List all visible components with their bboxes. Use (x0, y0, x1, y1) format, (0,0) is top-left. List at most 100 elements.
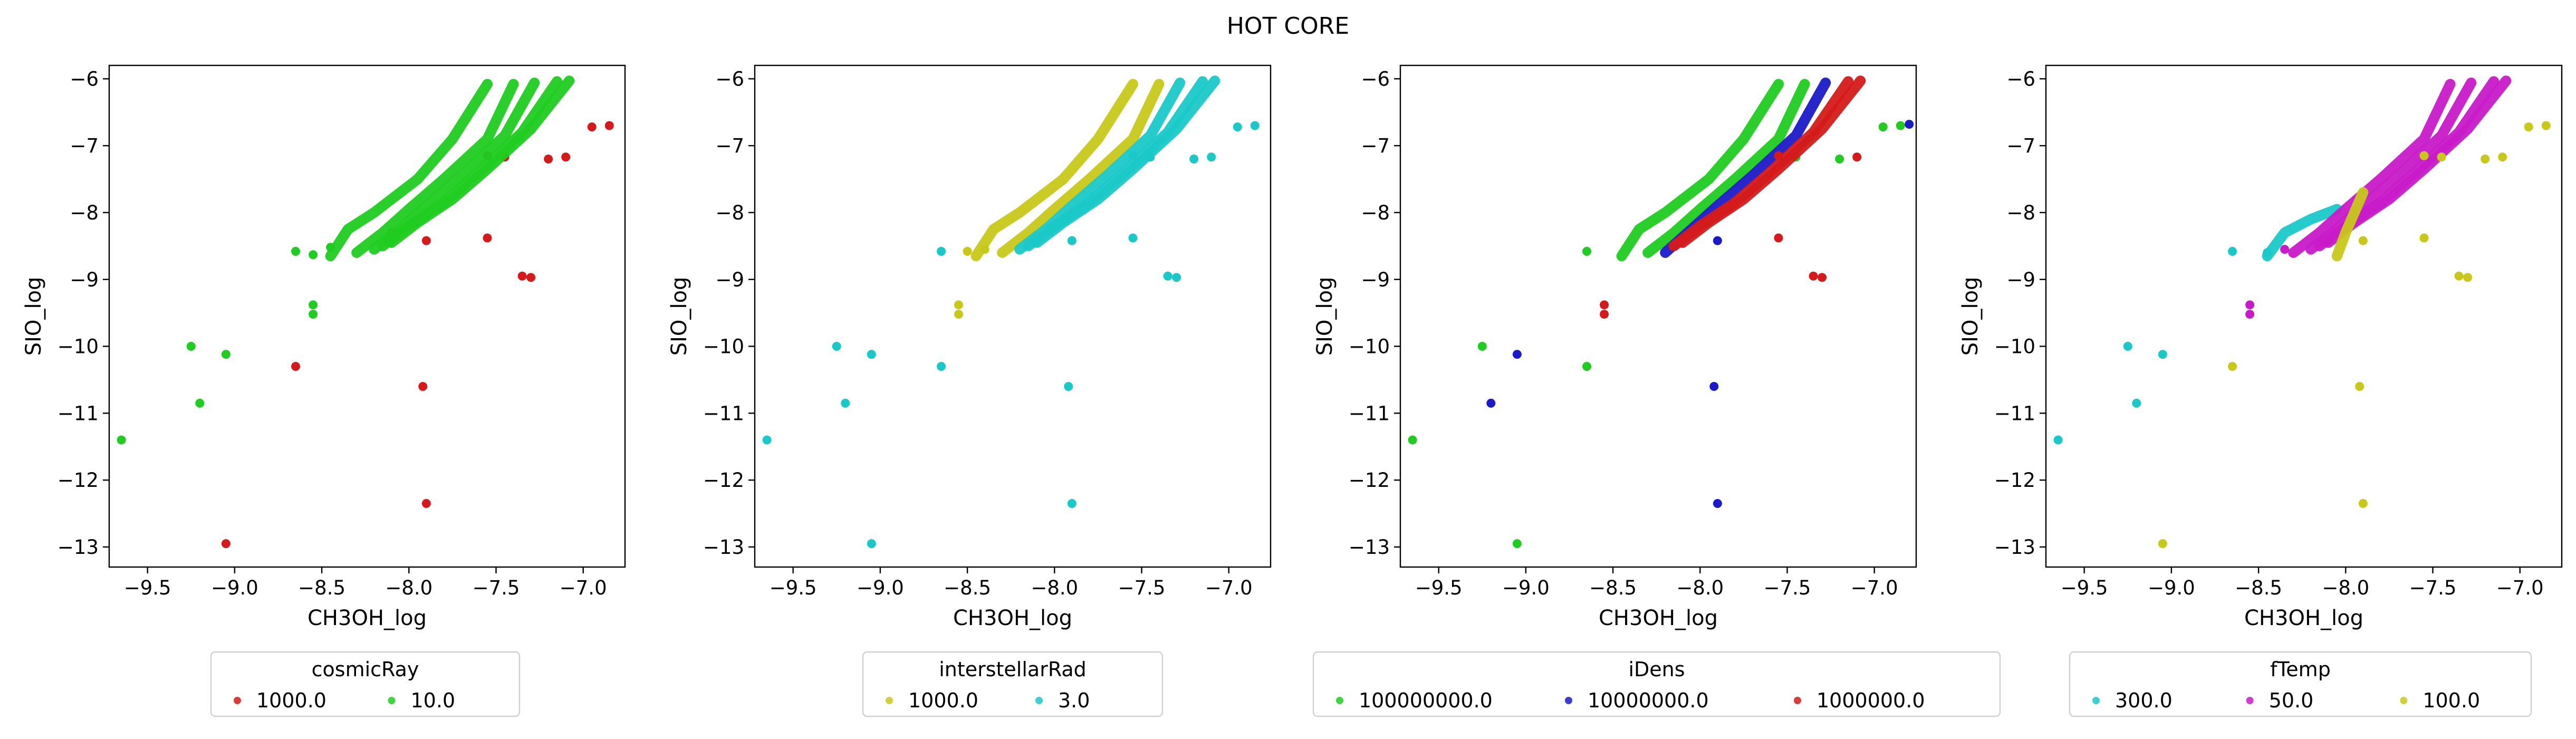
x-tick-label: −9.0 (211, 577, 258, 599)
x-tick-label: −8.0 (1031, 577, 1078, 599)
series-track-0-1 (1642, 79, 1810, 258)
data-point-1-18 (762, 435, 772, 445)
chart-panel: −9.5 −9.0 −8.5 −8.0 −7.5 −7.0 −13 −12 −11 −10 −9 −8… (667, 64, 1272, 717)
legend-entry-label: 1000000.0 (1816, 689, 1925, 712)
axes-frame (108, 64, 626, 568)
data-point-0-0 (2228, 247, 2237, 256)
data-point-2-8 (2419, 233, 2429, 243)
legend-entry-label: 10.0 (411, 689, 456, 712)
x-tick-label: −8.5 (944, 577, 991, 599)
x-tick-label: −7.5 (2409, 577, 2457, 599)
data-point-0-0 (1896, 121, 1905, 130)
legend-entry-label: 3.0 (1058, 689, 1090, 712)
panels: −9.5 −9.0 −8.5 −8.0 −7.5 −7.0 −13 −12 −11 −10 −9 −8… (22, 64, 2563, 717)
data-point-2-2 (1774, 233, 1783, 243)
data-point-0-13 (421, 499, 431, 508)
x-tick-label: −7.5 (1118, 577, 1166, 599)
x-tick-label: −7.0 (1205, 577, 1253, 599)
data-point-1-3 (1189, 155, 1199, 164)
legend-marker (234, 697, 241, 704)
data-point-1-6 (1163, 271, 1172, 281)
y-tick-label: −11 (1349, 402, 1390, 425)
data-point-0-8 (1408, 435, 1417, 445)
y-tick-label: −10 (1994, 335, 2035, 358)
data-point-1-7 (117, 435, 126, 445)
legend-title: fTemp (2270, 658, 2331, 681)
data-point-0-4 (1582, 247, 1592, 256)
x-axis-label: CH3OH_log (1599, 606, 1718, 630)
legend-entry-label: 1000.0 (256, 689, 326, 712)
y-tick-label: −6 (2006, 68, 2035, 90)
data-point-2-11 (2355, 382, 2364, 391)
data-point-0-1 (954, 300, 964, 310)
x-tick-label: −9.5 (770, 577, 817, 599)
data-point-0-1 (1878, 122, 1888, 132)
data-point-2-5 (1600, 310, 1609, 319)
data-point-1-1 (1233, 122, 1242, 132)
y-tick-label: −7 (2006, 135, 2035, 157)
data-point-1-6 (195, 398, 205, 408)
data-point-0-11 (291, 362, 301, 371)
y-tick-label: −7 (715, 135, 744, 157)
data-point-0-3 (1835, 155, 1844, 164)
y-axis-label: SIO_log (667, 277, 691, 356)
y-tick-label: −11 (57, 402, 99, 425)
data-point-2-12 (2358, 499, 2368, 508)
data-point-1-9 (383, 238, 393, 247)
legend-marker (2092, 697, 2100, 704)
y-tick-label: −7 (70, 135, 99, 157)
data-point-1-0 (291, 247, 301, 256)
legend-marker (886, 697, 893, 704)
legend-box (862, 651, 1164, 717)
legend-marker (1035, 697, 1043, 704)
x-tick-label: −9.0 (2148, 577, 2195, 599)
data-point-0-7 (1512, 539, 1522, 549)
data-point-0-1 (587, 122, 597, 132)
data-point-0-6 (1477, 342, 1487, 351)
data-point-0-7 (526, 273, 536, 282)
legend-box (210, 651, 521, 717)
legend-marker (1565, 697, 1572, 704)
x-tick-label: −7.0 (560, 577, 607, 599)
series-track-1-4 (386, 75, 575, 248)
x-tick-label: −8.0 (1676, 577, 1724, 599)
data-point-0-8 (483, 233, 492, 243)
data-point-1-14 (867, 539, 876, 549)
data-point-2-3 (1852, 152, 1862, 162)
legend-title: interstellarRad (939, 658, 1087, 681)
x-tick-label: −7.5 (1764, 577, 1811, 599)
legend-entry-label: 1000.0 (908, 689, 978, 712)
data-point-1-4 (186, 342, 196, 351)
data-point-1-12 (1064, 382, 1073, 391)
data-point-2-5 (2419, 151, 2429, 160)
axes-frame (1399, 64, 1917, 568)
series-track-0-0 (1616, 79, 1784, 262)
data-point-1-4 (1512, 350, 1522, 359)
series-track-1-0 (325, 79, 493, 262)
y-tick-label: −12 (57, 469, 99, 492)
legend-title: iDens (1628, 658, 1685, 681)
data-point-2-6 (1600, 300, 1609, 310)
axes-frame (754, 64, 1272, 568)
y-tick-label: −13 (703, 536, 744, 559)
legend: iDens 100000000.0 10000000.0 1000000.0 (1312, 651, 2001, 717)
data-point-1-8 (1128, 233, 1138, 243)
data-point-1-0 (1250, 121, 1260, 130)
data-point-1-8 (326, 243, 335, 252)
x-tick-label: −9.0 (1502, 577, 1550, 599)
y-tick-label: −11 (703, 402, 744, 425)
x-tick-label: −7.0 (2496, 577, 2544, 599)
data-point-0-3 (544, 155, 553, 164)
data-point-2-1 (2524, 122, 2533, 132)
x-tick-label: −9.5 (2061, 577, 2108, 599)
y-tick-label: −9 (2006, 268, 2035, 291)
legend-entry-label: 50.0 (2269, 689, 2314, 712)
data-point-1-0 (1905, 120, 1914, 129)
legend-box (1312, 651, 2001, 717)
data-point-1-5 (1128, 151, 1138, 160)
data-point-2-0 (2541, 121, 2551, 130)
legend-entry-label: 100000000.0 (1359, 689, 1493, 712)
series-track-0-0 (2262, 204, 2342, 262)
y-tick-label: −8 (715, 201, 744, 224)
data-point-2-9 (2358, 236, 2368, 245)
